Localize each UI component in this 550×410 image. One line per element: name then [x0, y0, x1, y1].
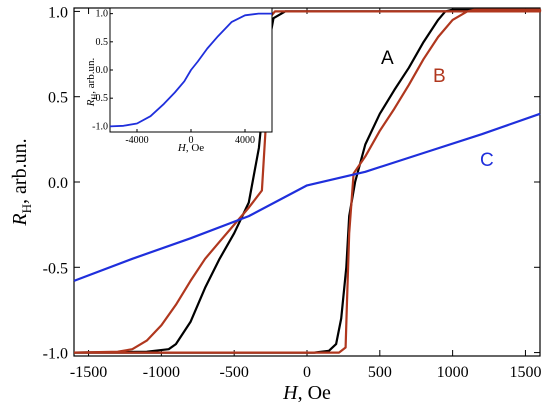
- x-axis-label: H, Oe: [282, 382, 331, 404]
- main-y-tick-label: 0.0: [48, 175, 68, 192]
- main-x-tick-label: 1000: [437, 364, 469, 381]
- inset-series-line-0: [109, 12, 272, 128]
- inset-y-tick-label: 0.0: [96, 65, 109, 76]
- main-series-line-C: [73, 112, 541, 282]
- main-x-tick-label: -1000: [143, 364, 180, 381]
- main-y-tick-label: 1.0: [48, 4, 68, 21]
- main-series-group: [73, 8, 542, 354]
- inset-x-tick-label: 4000: [235, 135, 255, 146]
- main-x-tick-label: 0: [303, 364, 311, 381]
- main-y-tick-label: -0.5: [43, 260, 68, 277]
- inset-y-tick-label: 1.0: [96, 9, 109, 20]
- inset-x-tick-label: 0: [189, 135, 194, 146]
- inset-x-axis-label: H, Oe: [177, 142, 204, 154]
- inset-x-tick-label: -4000: [125, 135, 148, 146]
- inset-y-tick-label: -1.0: [92, 121, 108, 132]
- inset-y-tick-label: -0.5: [92, 93, 108, 104]
- main-series-line-B: [73, 8, 542, 354]
- inset-series-group: [109, 12, 272, 128]
- y-axis-label: RH, arb.un.: [9, 138, 34, 226]
- main-y-tick-label: -1.0: [43, 346, 68, 363]
- series-label-b: B: [433, 66, 446, 87]
- main-x-tick-label: 1500: [509, 364, 541, 381]
- inset-y-tick-label: 0.5: [96, 37, 109, 48]
- series-label-c: C: [480, 150, 494, 171]
- series-label-a: A: [381, 48, 394, 69]
- main-y-tick-label: 0.5: [48, 90, 68, 107]
- main-x-tick-label: -1500: [70, 364, 107, 381]
- main-x-tick-label: -500: [220, 364, 249, 381]
- inset-y-axis-label: RH, arb.un.: [85, 57, 99, 107]
- inset-axis-ticks: -4000 0 4000 -1.0 -0.5 0.0 0.5 1.0: [92, 9, 255, 146]
- main-x-tick-label: 500: [368, 364, 392, 381]
- main-axis-ticks: -1500 -1000 -500 0 500 1000 1500 -1.0 -0.5 0.0 0.5…: [43, 4, 542, 381]
